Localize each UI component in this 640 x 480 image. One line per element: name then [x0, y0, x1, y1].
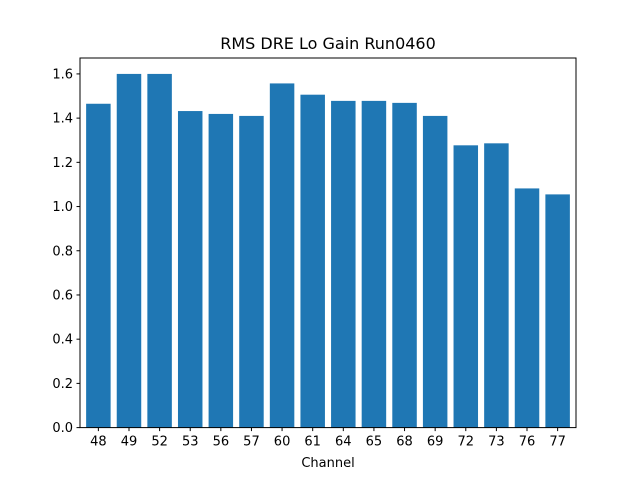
x-tick-label: 69 [427, 435, 444, 450]
x-tick-label: 76 [519, 435, 536, 450]
bar-channel-69 [422, 115, 448, 428]
y-tick-label: 0.8 [52, 244, 73, 259]
x-tick-label: 68 [396, 435, 413, 450]
bar-channel-65 [361, 100, 387, 428]
x-tick-label: 72 [458, 435, 475, 450]
x-tick-label: 56 [213, 435, 230, 450]
bar-channel-57 [239, 115, 264, 428]
bar-channel-52 [147, 73, 172, 428]
x-tick-label: 73 [488, 435, 505, 450]
x-tick-label: 64 [335, 435, 352, 450]
bar-channel-64 [331, 100, 356, 428]
x-tick-label: 52 [151, 435, 168, 450]
x-tick-label: 49 [121, 435, 138, 450]
x-tick-label: 77 [549, 435, 566, 450]
x-tick-label: 57 [243, 435, 260, 450]
bar-channel-68 [392, 102, 417, 428]
bar-channel-48 [86, 103, 111, 428]
y-tick-label: 0.6 [52, 288, 73, 303]
chart-title: RMS DRE Lo Gain Run0460 [220, 34, 436, 53]
x-tick-label: 48 [90, 435, 107, 450]
bar-channel-60 [269, 83, 295, 428]
y-tick-label: 1.6 [52, 67, 73, 82]
x-tick-label: 53 [182, 435, 199, 450]
y-axis: 0.0 0.2 0.4 0.6 0.8 1.0 1.2 1.4 1.6 [52, 67, 80, 436]
y-tick-label: 1.0 [52, 200, 73, 215]
plot-frame [79, 57, 577, 429]
bar-channel-77 [545, 194, 570, 428]
bar-channel-61 [300, 94, 325, 428]
bar-channel-72 [453, 145, 479, 428]
x-tick-label: 61 [304, 435, 321, 450]
bar-channel-53 [177, 111, 203, 428]
bar-channel-49 [116, 73, 142, 428]
bar-channel-76 [514, 188, 540, 428]
y-tick-label: 1.4 [52, 112, 73, 127]
y-tick-label: 0.0 [52, 421, 73, 436]
y-tick-label: 0.2 [52, 377, 73, 392]
x-axis-label: Channel [301, 456, 354, 471]
y-tick-label: 1.2 [52, 156, 73, 171]
x-axis: 48 49 52 53 56 57 60 61 64 65 68 69 72 73 76 77 [90, 427, 566, 450]
bars-layer [86, 73, 570, 428]
bar-channel-73 [484, 143, 509, 428]
x-tick-label: 60 [274, 435, 291, 450]
x-tick-label: 65 [366, 435, 383, 450]
bar-channel-56 [208, 113, 234, 428]
y-tick-label: 0.4 [52, 333, 73, 348]
